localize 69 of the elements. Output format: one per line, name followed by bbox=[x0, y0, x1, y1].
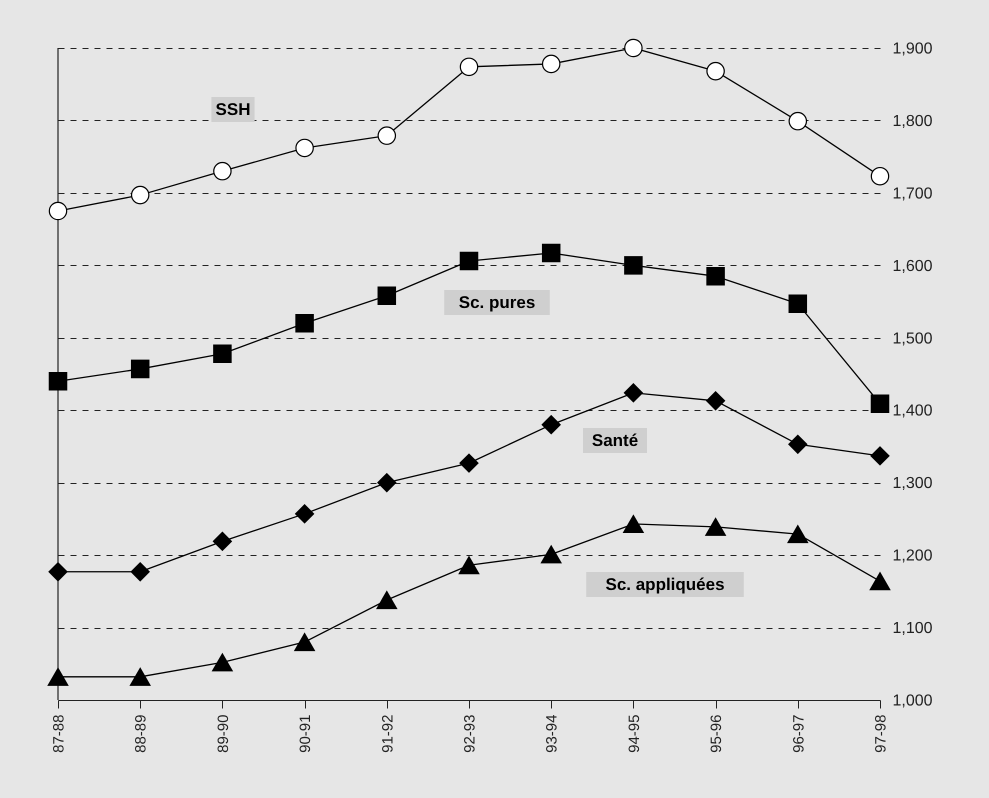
x-tick-label: 97-98 bbox=[872, 714, 890, 753]
point bbox=[787, 525, 808, 544]
series-label: Sc. pures bbox=[458, 293, 536, 312]
point bbox=[295, 138, 314, 158]
point bbox=[870, 446, 890, 466]
x-tick-label: 95-96 bbox=[708, 714, 726, 753]
point bbox=[705, 518, 726, 536]
x-tick-label: 90-91 bbox=[297, 714, 314, 753]
point bbox=[295, 504, 314, 524]
point bbox=[870, 166, 890, 186]
y-tick-label: 1,200 bbox=[892, 548, 933, 565]
y-tick-label: 1,700 bbox=[892, 185, 933, 202]
point bbox=[212, 532, 232, 551]
x-tick-label: 94-95 bbox=[626, 714, 643, 753]
point bbox=[788, 294, 808, 313]
y-tick-label: 1,600 bbox=[892, 258, 933, 275]
point bbox=[48, 668, 68, 686]
point bbox=[788, 112, 808, 130]
point bbox=[458, 556, 480, 574]
y-tick-label: 1,300 bbox=[892, 475, 933, 492]
point bbox=[624, 256, 643, 275]
x-tick-label: 91-92 bbox=[379, 714, 396, 753]
point bbox=[378, 126, 396, 145]
point bbox=[213, 162, 232, 180]
y-tick-label: 1,500 bbox=[892, 330, 933, 348]
point bbox=[870, 394, 890, 413]
point bbox=[460, 252, 478, 270]
point bbox=[542, 415, 561, 434]
point bbox=[459, 454, 479, 473]
point bbox=[294, 633, 315, 652]
text: SSH bbox=[216, 100, 250, 119]
y-tick-label: 1,000 bbox=[892, 692, 933, 710]
point bbox=[48, 372, 68, 391]
y-tick-label: 1,400 bbox=[892, 402, 933, 420]
point bbox=[295, 314, 314, 333]
text: Sc. appliquées bbox=[605, 575, 725, 594]
x-tick-label: 93-94 bbox=[544, 714, 561, 753]
point bbox=[130, 668, 151, 686]
point bbox=[130, 562, 150, 582]
point bbox=[376, 590, 398, 610]
point bbox=[870, 572, 890, 590]
point bbox=[130, 186, 150, 204]
point bbox=[378, 286, 396, 306]
point bbox=[48, 562, 68, 582]
x-tick-label: 87-88 bbox=[50, 714, 68, 753]
x-tick-label: 96-97 bbox=[790, 714, 808, 753]
y-tick-label: 1,900 bbox=[892, 40, 933, 58]
point bbox=[706, 266, 725, 286]
point bbox=[706, 391, 726, 410]
point bbox=[540, 545, 562, 564]
point bbox=[213, 344, 232, 363]
point bbox=[706, 62, 725, 80]
point bbox=[624, 38, 643, 58]
point bbox=[623, 514, 644, 533]
point bbox=[130, 360, 150, 378]
point bbox=[788, 434, 808, 454]
point bbox=[542, 244, 560, 262]
point bbox=[542, 54, 560, 74]
point bbox=[460, 58, 478, 76]
x-tick-label: 92-93 bbox=[462, 714, 478, 753]
point bbox=[624, 383, 643, 402]
point bbox=[212, 653, 233, 672]
y-tick-label: 1,800 bbox=[892, 112, 933, 130]
x-tick-label: 89-90 bbox=[214, 714, 232, 753]
point bbox=[377, 473, 396, 492]
y-tick-label: 1,100 bbox=[892, 620, 933, 638]
series-label: Santé bbox=[592, 431, 638, 450]
x-tick-label: 88-89 bbox=[132, 714, 150, 753]
point bbox=[48, 202, 68, 220]
